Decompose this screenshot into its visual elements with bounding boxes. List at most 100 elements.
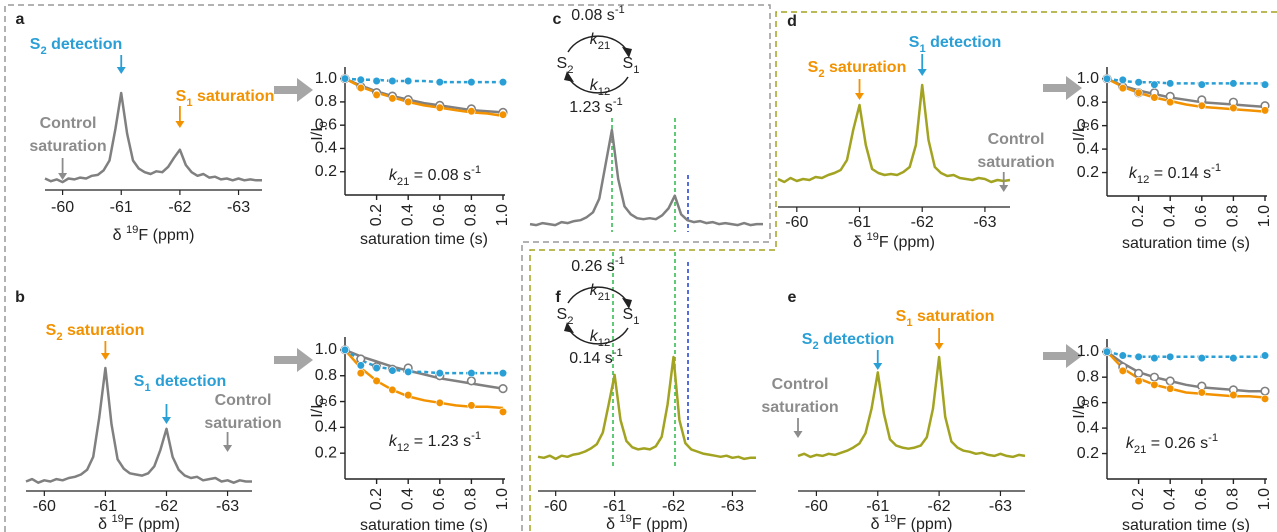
annotation: Control: [988, 131, 1045, 148]
x-tick-label: 0.4: [399, 488, 416, 510]
text-part: 12: [1137, 174, 1149, 186]
data-point: [467, 78, 476, 87]
text-part: 0.26 s: [571, 258, 615, 275]
text-part: 1: [186, 97, 192, 109]
y-tick-label: 0.8: [315, 93, 337, 110]
text-part: F (ppm): [896, 516, 952, 532]
y-axis-label: I/I0: [1071, 399, 1092, 419]
data-point: [388, 366, 397, 375]
text-part: I/I: [1071, 128, 1088, 141]
rate-annotation: k21 = 0.26 s-1: [1126, 432, 1218, 456]
x-tick-label: -63: [216, 498, 239, 515]
text-part: 1: [633, 315, 639, 327]
fit-line: [1106, 350, 1265, 359]
x-axis-label: saturation time (s): [360, 231, 488, 248]
y-tick-label: 0.2: [1077, 445, 1099, 462]
text-part: I/I: [309, 404, 326, 417]
scheme-label: 0.26 s-1: [571, 255, 625, 275]
y-tick-label: 1.0: [1077, 70, 1099, 87]
data-point: [356, 361, 365, 370]
text-part: -1: [1211, 162, 1221, 174]
fit-line: [1106, 77, 1265, 85]
text-part: k: [389, 167, 398, 184]
data-point: [404, 367, 413, 376]
y-tick-label: 0.8: [1077, 93, 1099, 110]
data-point: [467, 107, 476, 116]
rate-annotation: k12 = 1.23 s-1: [389, 430, 481, 454]
data-point: [340, 345, 350, 355]
x-tick-label: 0.2: [1130, 205, 1147, 227]
text-part: S: [623, 55, 634, 72]
text-part: S: [623, 306, 634, 323]
annotation: S1 saturation: [896, 308, 995, 329]
data-point: [466, 376, 477, 386]
scheme-arrowhead: [564, 322, 574, 333]
annotation: S1 detection: [134, 373, 226, 394]
scheme-label: k12: [590, 77, 610, 98]
x-tick-label: 0.6: [431, 488, 448, 510]
text-part: k: [590, 31, 599, 48]
data-point: [467, 369, 476, 378]
data-point: [404, 390, 413, 400]
spectrum-line: [25, 366, 252, 484]
data-point: [498, 110, 508, 119]
x-axis-label: saturation time (s): [1122, 235, 1250, 252]
text-part: 2: [818, 68, 824, 80]
y-tick-label: 0.2: [315, 163, 337, 180]
scheme-label: k12: [590, 328, 610, 349]
annotation: Control: [215, 392, 272, 409]
text-part: δ: [853, 234, 866, 251]
annotation: saturation: [761, 399, 838, 416]
annotation-arrowhead: [873, 363, 883, 370]
data-point: [1102, 347, 1112, 356]
text-part: detection: [819, 331, 895, 348]
data-point: [498, 78, 508, 87]
x-tick-label: 1.0: [494, 488, 511, 510]
x-tick-label: 0.4: [399, 204, 416, 226]
scheme-label: k21: [590, 31, 610, 52]
text-part: S: [557, 55, 568, 72]
process-arrows: [274, 76, 1082, 372]
data-point: [388, 385, 397, 395]
x-tick-label: -61: [110, 199, 133, 216]
x-tick-label: -63: [973, 214, 996, 231]
x-tick-label: 1.0: [494, 204, 511, 226]
spectrum-line: [44, 91, 262, 184]
data-point: [1166, 384, 1175, 393]
data-point: [1150, 80, 1159, 89]
x-tick-label: 0.2: [1130, 488, 1147, 510]
text-part: 19: [884, 513, 896, 525]
annotation-arrowhead: [161, 417, 171, 424]
panel-letter: b: [15, 289, 25, 306]
text-part: = 0.14 s: [1149, 165, 1211, 182]
fit-line: [344, 77, 503, 84]
y-tick-label: 0.4: [315, 419, 337, 436]
scheme-arrow: [567, 286, 629, 304]
data-point: [1166, 98, 1175, 107]
fit-line: [344, 348, 503, 375]
y-tick-label: 0.8: [315, 367, 337, 384]
guide-lines: [611, 118, 689, 468]
data-point: [498, 369, 508, 378]
x-tick-label: 0.4: [1161, 205, 1178, 227]
x-tick-label: 0.8: [1225, 488, 1242, 510]
process-arrow: [1043, 76, 1082, 100]
text-part: -1: [1208, 432, 1218, 444]
text-part: 21: [397, 176, 409, 188]
annotation-arrowhead: [999, 185, 1009, 192]
annotation-arrowhead: [100, 353, 110, 360]
data-point: [1150, 353, 1159, 363]
data-point: [1149, 372, 1159, 382]
text-part: 1.23 s: [569, 99, 613, 116]
rate-annotation: k21 = 0.08 s-1: [389, 164, 481, 188]
data-point: [467, 401, 476, 410]
text-part: F (ppm): [124, 516, 180, 532]
scheme-arrow: [567, 76, 629, 94]
y-tick-label: 0.8: [1077, 368, 1099, 385]
data-point: [1166, 79, 1175, 88]
text-part: k: [389, 433, 398, 450]
y-tick-label: 1.0: [1077, 343, 1099, 360]
annotation-arrowhead: [116, 67, 126, 74]
